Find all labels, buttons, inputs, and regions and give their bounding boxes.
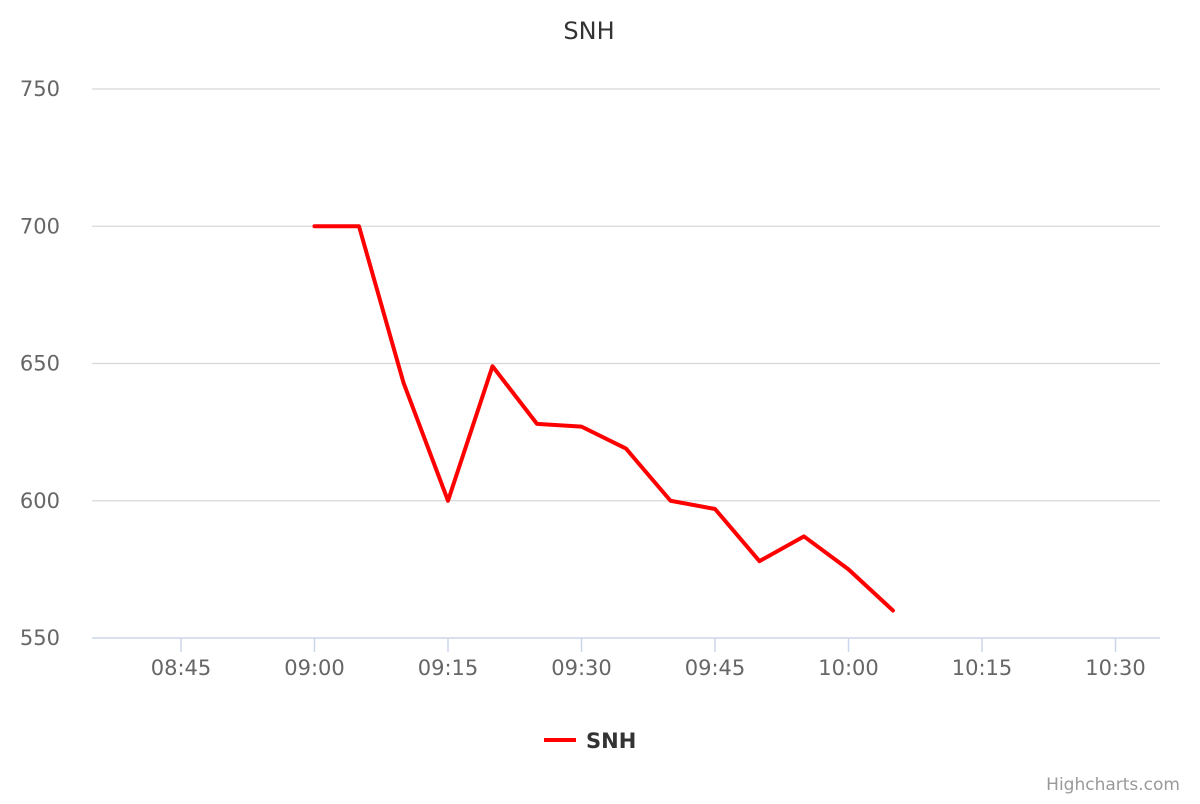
x-tick-label-0900: 09:00 bbox=[284, 656, 345, 680]
y-tick-label-750: 750 bbox=[20, 77, 60, 101]
y-tick-label-700: 700 bbox=[20, 214, 60, 238]
x-tick-label-1030: 10:30 bbox=[1085, 656, 1146, 680]
y-tick-label-650: 650 bbox=[20, 352, 60, 376]
data-point-snh-2[interactable] bbox=[400, 379, 408, 387]
x-tick-label-0930: 09:30 bbox=[551, 656, 612, 680]
legend[interactable]: SNH bbox=[544, 729, 636, 753]
data-point-snh-5[interactable] bbox=[533, 420, 541, 428]
series-layer bbox=[311, 222, 897, 615]
series-line-snh[interactable] bbox=[312, 224, 895, 613]
data-point-snh-6[interactable] bbox=[578, 423, 586, 431]
legend-label-snh[interactable]: SNH bbox=[586, 729, 636, 753]
y-tick-label-550: 550 bbox=[20, 626, 60, 650]
y-axis: 550 600 650 700 750 bbox=[20, 77, 60, 650]
data-point-snh-10[interactable] bbox=[756, 557, 764, 565]
credits-label[interactable]: Highcharts.com bbox=[1046, 775, 1180, 795]
data-point-snh-9[interactable] bbox=[711, 505, 719, 513]
data-point-snh-13[interactable] bbox=[889, 607, 897, 615]
chart-title: SNH bbox=[563, 17, 614, 45]
data-point-snh-0[interactable] bbox=[311, 222, 319, 230]
x-tick-label-0845: 08:45 bbox=[151, 656, 212, 680]
x-tick-label-0915: 09:15 bbox=[418, 656, 479, 680]
data-point-snh-7[interactable] bbox=[622, 445, 630, 453]
y-tick-label-600: 600 bbox=[20, 489, 60, 513]
grid-lines bbox=[92, 88, 1160, 502]
x-tick-label-1015: 10:15 bbox=[952, 656, 1013, 680]
x-axis: 08:45 09:00 09:15 09:30 09:45 10:00 10:15 10:30 bbox=[92, 637, 1160, 680]
data-point-snh-1[interactable] bbox=[355, 222, 363, 230]
data-point-snh-11[interactable] bbox=[800, 532, 808, 540]
x-tick-label-1000: 10:00 bbox=[818, 656, 879, 680]
x-tick-label-0945: 09:45 bbox=[685, 656, 746, 680]
data-point-snh-12[interactable] bbox=[845, 565, 853, 573]
data-point-snh-4[interactable] bbox=[489, 362, 497, 370]
data-point-snh-8[interactable] bbox=[667, 497, 675, 505]
data-point-snh-3[interactable] bbox=[444, 497, 452, 505]
